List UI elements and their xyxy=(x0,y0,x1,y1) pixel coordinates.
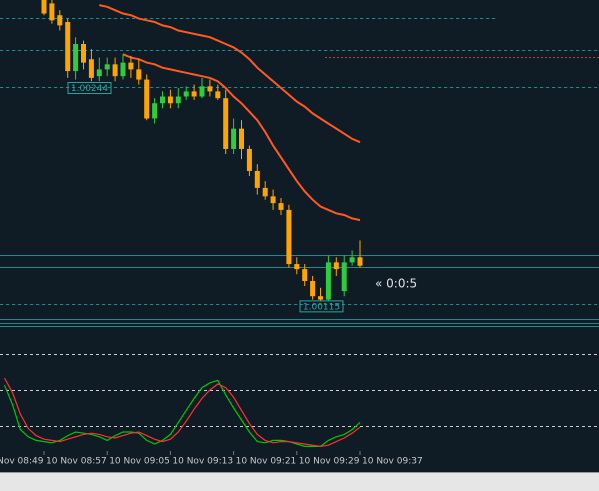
candle-body xyxy=(239,128,244,149)
candle-body xyxy=(112,64,118,77)
candle-body xyxy=(231,128,237,149)
x-tick-label: 10 Nov 08:57 xyxy=(46,457,107,467)
x-tick-label: 10 Nov 09:21 xyxy=(236,457,297,467)
indicator-line xyxy=(3,379,361,447)
candle-body xyxy=(191,91,197,97)
countdown: « 0:0:5 xyxy=(375,277,417,291)
candle-body xyxy=(318,296,323,300)
candle-body xyxy=(175,96,181,104)
candle-body xyxy=(96,69,102,77)
x-tick-label: 10 Nov 09:13 xyxy=(172,457,233,467)
candle-body xyxy=(254,170,260,188)
price-label-box xyxy=(299,300,344,313)
candle-body xyxy=(73,44,79,72)
candle-body xyxy=(223,98,229,149)
candle-body xyxy=(294,264,300,270)
candle-body xyxy=(49,3,55,21)
candle-body xyxy=(333,262,339,270)
price-panel: 1.00244 1.00115 xyxy=(41,0,363,313)
candle-body xyxy=(302,269,308,281)
candle-body xyxy=(215,91,221,99)
candle-body xyxy=(325,262,331,300)
candle-body xyxy=(310,280,316,297)
candle-body xyxy=(357,257,363,266)
candle-body xyxy=(81,44,86,63)
price-label-box xyxy=(67,82,112,95)
candle-body xyxy=(128,62,134,70)
candle-body xyxy=(183,91,189,97)
candle-body xyxy=(278,203,284,210)
indicator-line xyxy=(99,4,361,144)
candle-body xyxy=(57,15,63,26)
candle-body xyxy=(152,103,158,119)
level-lines xyxy=(0,18,599,327)
candle-body xyxy=(104,64,110,70)
x-tick-label: 10 Nov 09:29 xyxy=(299,457,360,467)
scrollbar xyxy=(0,473,599,491)
candle-body xyxy=(144,79,150,119)
candle-body xyxy=(88,59,94,78)
candle-body xyxy=(160,96,165,104)
x-tick-label: 10 Nov 08:49 xyxy=(0,457,44,467)
x-tick-label: 10 Nov 09:37 xyxy=(362,457,423,467)
candle-body xyxy=(286,209,292,265)
candle-body xyxy=(199,86,205,97)
price-label: 1.00115 xyxy=(303,302,340,312)
indicator-line xyxy=(3,377,361,448)
candle-body xyxy=(262,187,268,197)
x-tick-label: 10 Nov 09:05 xyxy=(109,457,170,467)
candle-body xyxy=(246,148,252,171)
candle-body xyxy=(65,22,71,72)
candle-body xyxy=(341,262,347,292)
candle-body xyxy=(41,0,47,14)
candle-body xyxy=(167,96,173,104)
candle-body xyxy=(270,196,276,204)
candle-body xyxy=(349,257,355,263)
price-label: 1.00244 xyxy=(71,84,108,94)
oscillator-panel xyxy=(0,354,599,448)
candle-body xyxy=(120,62,126,77)
candle-body xyxy=(207,86,213,92)
candle-body xyxy=(136,69,142,80)
indicator-line xyxy=(122,53,361,222)
